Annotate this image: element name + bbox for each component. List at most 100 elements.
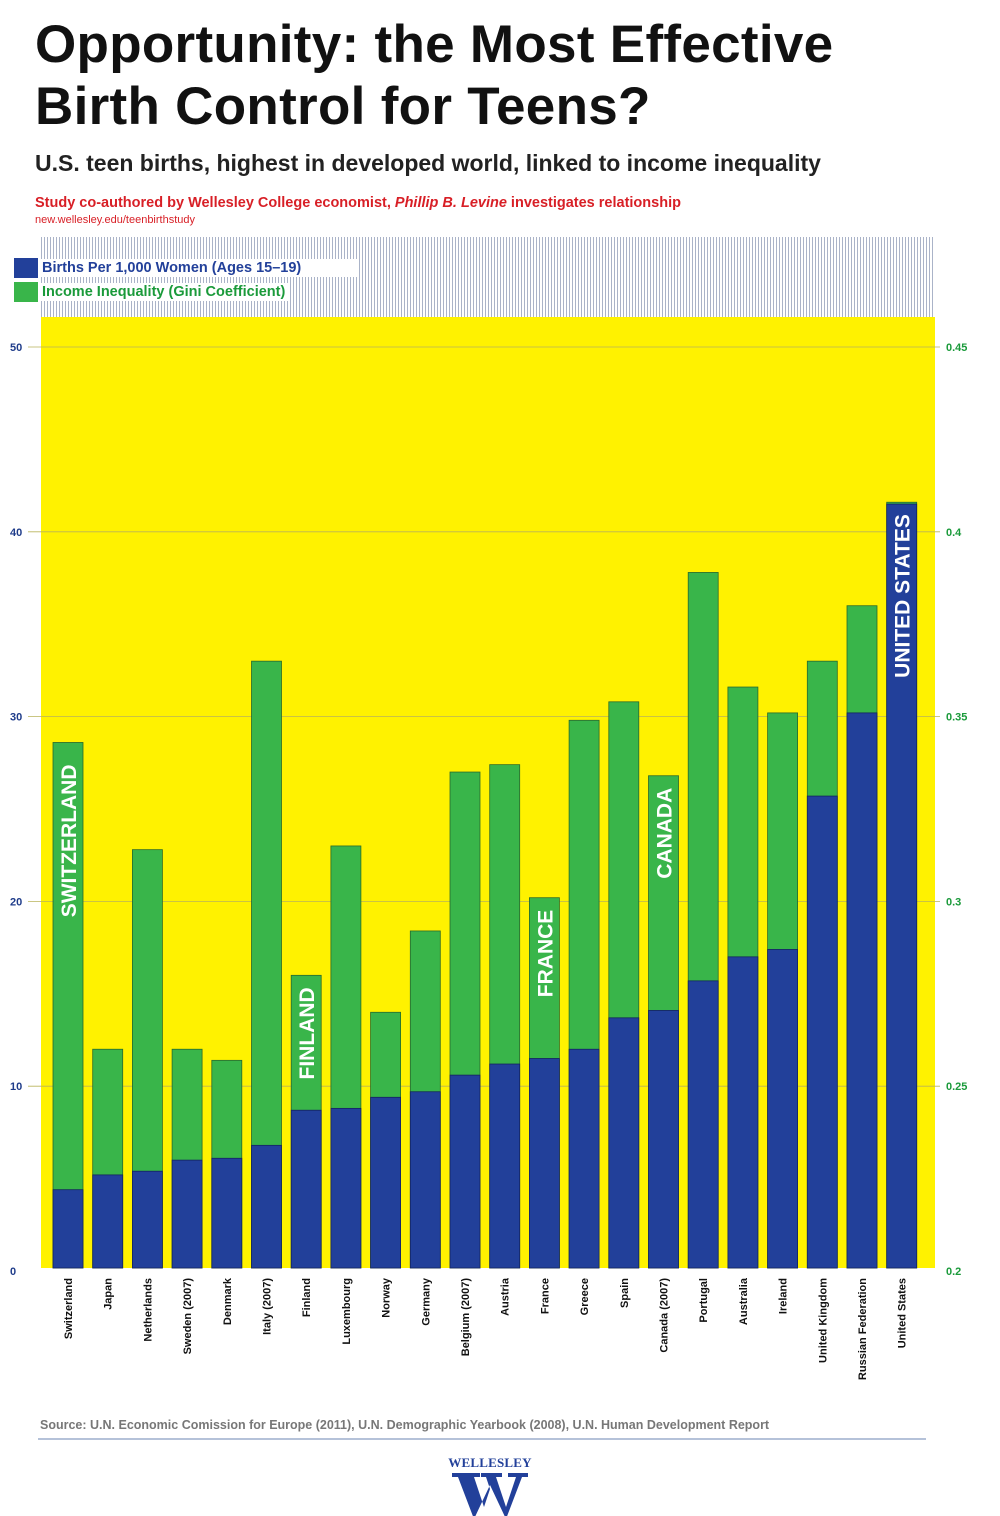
bar-births bbox=[449, 1074, 481, 1269]
bar-gini bbox=[290, 974, 322, 1269]
logo-wordmark: WELLESLEY bbox=[448, 1455, 532, 1470]
category-label: Austria bbox=[500, 1277, 512, 1316]
bar-annotation: FRANCE bbox=[534, 910, 557, 998]
category-label: Switzerland bbox=[63, 1278, 75, 1339]
title-line-1: Opportunity: the Most Effective bbox=[35, 15, 834, 74]
category-label: Belgium (2007) bbox=[460, 1278, 472, 1357]
study-credit: Study co-authored by Wellesley College e… bbox=[35, 195, 681, 211]
right-axis-tick-label: 0.45 bbox=[946, 342, 967, 354]
bar-births bbox=[568, 1048, 600, 1269]
right-axis-tick-label: 0.3 bbox=[946, 896, 961, 908]
page-title: Opportunity: the Most Effective Birth Co… bbox=[35, 14, 833, 138]
bar-gini bbox=[687, 572, 719, 1269]
category-label: France bbox=[539, 1278, 551, 1314]
plot-background bbox=[41, 317, 935, 1268]
bar-births bbox=[489, 1063, 521, 1269]
left-axis-tick-label: 0 bbox=[10, 1266, 16, 1278]
bar-births bbox=[92, 1174, 124, 1269]
bar-births bbox=[727, 956, 759, 1269]
wellesley-logo: WELLESLEY bbox=[440, 1455, 540, 1516]
category-label: Canada (2007) bbox=[659, 1278, 671, 1353]
legend-hatch-background bbox=[41, 237, 935, 317]
footer-divider bbox=[38, 1438, 926, 1440]
bar-gini bbox=[529, 897, 560, 1269]
category-label: United States bbox=[897, 1278, 909, 1348]
category-label: Portugal bbox=[698, 1278, 710, 1323]
bar-gini bbox=[92, 1048, 124, 1269]
bar-births bbox=[211, 1157, 243, 1269]
bar-births bbox=[330, 1107, 362, 1269]
bar-gini bbox=[767, 712, 798, 1269]
right-axis-tick-label: 0.2 bbox=[946, 1266, 961, 1278]
right-axis-tick-label: 0.25 bbox=[946, 1081, 967, 1093]
bar-gini bbox=[131, 849, 163, 1269]
category-label: Ireland bbox=[778, 1278, 790, 1314]
bar-births bbox=[886, 503, 918, 1269]
bar-births bbox=[806, 795, 838, 1269]
legend-label-gini: Income Inequality (Gini Coefficient) bbox=[38, 283, 290, 301]
legend-swatch-gini bbox=[14, 282, 38, 302]
category-label: Norway bbox=[381, 1277, 393, 1318]
study-url[interactable]: new.wellesley.edu/teenbirthstudy bbox=[35, 214, 196, 226]
category-label: Luxembourg bbox=[341, 1278, 353, 1345]
category-label: Finland bbox=[301, 1278, 313, 1317]
right-axis-tick-label: 0.35 bbox=[946, 712, 967, 724]
bar-births bbox=[687, 980, 719, 1269]
category-label: Italy (2007) bbox=[262, 1278, 274, 1335]
category-label: Germany bbox=[420, 1277, 432, 1326]
source-note: Source: U.N. Economic Comission for Euro… bbox=[40, 1418, 770, 1432]
legend-label-births: Births Per 1,000 Women (Ages 15–19) bbox=[38, 259, 358, 277]
bar-gini bbox=[449, 771, 481, 1269]
bar-gini bbox=[330, 845, 362, 1269]
category-label: Japan bbox=[103, 1278, 115, 1310]
bar-births bbox=[846, 712, 878, 1269]
bar-gini bbox=[648, 775, 679, 1269]
bar-births bbox=[767, 949, 798, 1269]
bar-births bbox=[648, 1010, 679, 1269]
bar-annotation: UNITED STATES bbox=[892, 514, 915, 678]
bar-births bbox=[251, 1144, 282, 1269]
subtitle: U.S. teen births, highest in developed w… bbox=[35, 150, 821, 176]
bar-gini bbox=[171, 1048, 203, 1269]
study-prefix: Study co-authored by Wellesley College e… bbox=[35, 195, 395, 211]
study-suffix: investigates relationship bbox=[506, 195, 681, 211]
bar-gini bbox=[409, 930, 441, 1269]
right-axis-tick-label: 0.4 bbox=[946, 527, 962, 539]
bar-births bbox=[290, 1109, 322, 1269]
category-label: Russian Federation bbox=[857, 1278, 869, 1380]
bar-births bbox=[370, 1096, 402, 1269]
category-label: Sweden (2007) bbox=[182, 1278, 194, 1355]
bar-gini bbox=[211, 1059, 243, 1269]
category-label: United Kingdom bbox=[817, 1278, 829, 1363]
bar-births bbox=[52, 1189, 84, 1269]
category-label: Spain bbox=[619, 1278, 631, 1308]
category-label: Greece bbox=[579, 1278, 591, 1315]
study-author: Phillip B. Levine bbox=[394, 195, 507, 211]
bar-gini bbox=[727, 686, 759, 1269]
bar-annotation: SWITZERLAND bbox=[58, 764, 81, 917]
legend-item-gini: Income Inequality (Gini Coefficient) bbox=[14, 282, 290, 302]
category-label: Netherlands bbox=[142, 1278, 154, 1342]
legend-item-births: Births Per 1,000 Women (Ages 15–19) bbox=[14, 258, 358, 278]
bar-births bbox=[608, 1017, 640, 1269]
bar-births bbox=[131, 1170, 163, 1269]
bar-gini bbox=[370, 1011, 402, 1269]
bar-gini bbox=[251, 660, 282, 1269]
left-axis-tick-label: 20 bbox=[10, 896, 22, 908]
bar-gini bbox=[52, 742, 84, 1269]
title-line-2: Birth Control for Teens? bbox=[35, 77, 651, 136]
bar-gini bbox=[886, 501, 918, 1269]
legend-swatch-births bbox=[14, 258, 38, 278]
bar-births bbox=[409, 1091, 441, 1269]
bar-gini bbox=[846, 605, 878, 1269]
left-axis-tick-label: 50 bbox=[10, 342, 22, 354]
category-label: Australia bbox=[738, 1277, 750, 1325]
bar-births bbox=[171, 1159, 203, 1269]
bar-annotation: FINLAND bbox=[296, 987, 319, 1079]
bar-annotation: CANADA bbox=[654, 788, 677, 879]
bar-gini bbox=[568, 719, 600, 1269]
bar-births bbox=[529, 1058, 560, 1269]
left-axis-tick-label: 40 bbox=[10, 527, 22, 539]
